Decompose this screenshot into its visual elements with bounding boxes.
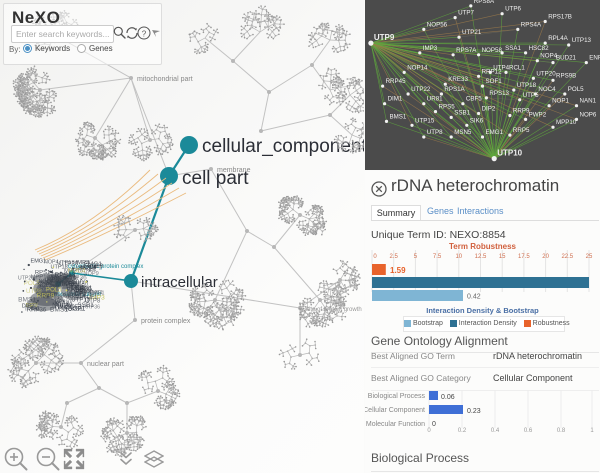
svg-text:protein complex: protein complex [141,318,191,325]
svg-text:cellular_component: cellular_component [202,136,364,157]
svg-text:nuclear part: nuclear part [87,361,124,368]
svg-text:mitochondrial part: mitochondrial part [137,76,193,83]
svg-text:membrane: membrane [217,167,251,174]
